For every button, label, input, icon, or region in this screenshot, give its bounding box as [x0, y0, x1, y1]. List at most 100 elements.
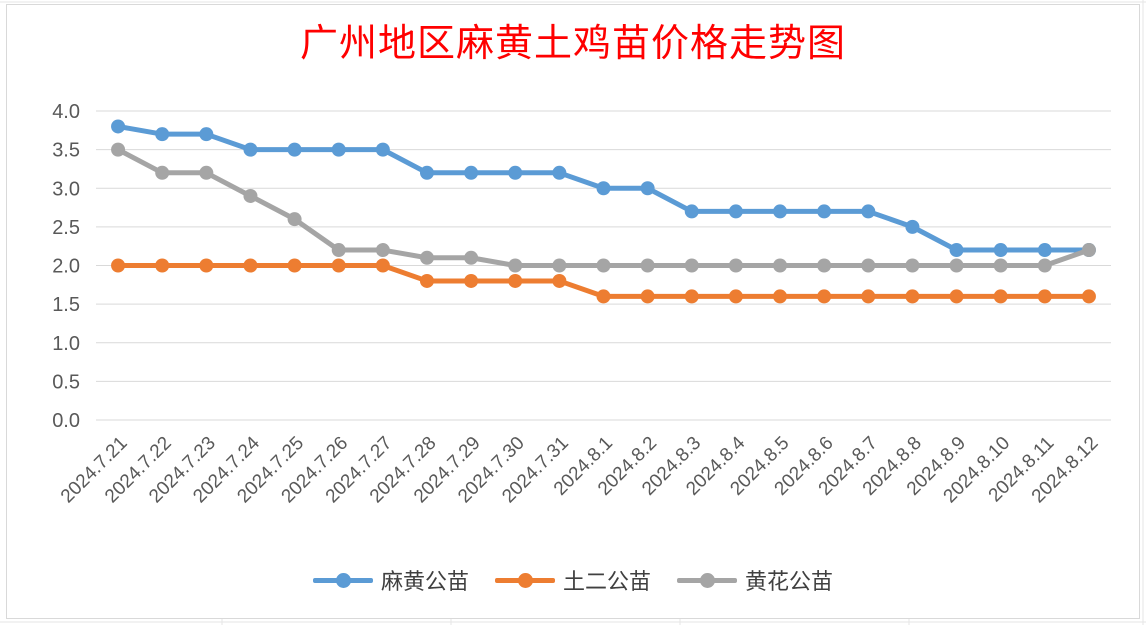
y-tick-label: 2.0 — [52, 256, 80, 278]
data-point[interactable] — [993, 258, 1008, 273]
data-point[interactable] — [861, 204, 876, 219]
legend-label: 麻黄公苗 — [380, 570, 469, 595]
data-point[interactable] — [155, 258, 170, 273]
data-point[interactable] — [1037, 258, 1052, 273]
data-point[interactable] — [111, 258, 126, 273]
y-tick-label: 0.5 — [52, 371, 80, 393]
data-point[interactable] — [640, 289, 655, 304]
data-point[interactable] — [552, 273, 567, 288]
data-point[interactable] — [728, 258, 743, 273]
data-point[interactable] — [596, 258, 611, 273]
data-point[interactable] — [464, 273, 479, 288]
data-point[interactable] — [596, 289, 611, 304]
data-point[interactable] — [243, 142, 258, 157]
data-point[interactable] — [817, 204, 832, 219]
data-point[interactable] — [287, 142, 302, 157]
data-point[interactable] — [949, 258, 964, 273]
data-point[interactable] — [508, 258, 523, 273]
legend-label: 黄花公苗 — [745, 570, 834, 595]
data-point[interactable] — [111, 142, 126, 157]
legend-marker — [335, 573, 351, 588]
x-axis-tick-labels: 2024.7.212024.7.222024.7.232024.7.242024… — [57, 432, 1102, 507]
y-tick-label: 0.0 — [52, 410, 80, 432]
data-point[interactable] — [1081, 289, 1096, 304]
legend-item[interactable]: 麻黄公苗 — [312, 564, 469, 596]
data-point[interactable] — [861, 289, 876, 304]
y-tick-label: 4.0 — [52, 101, 80, 123]
chart-legend: 麻黄公苗 土二公苗 黄花公苗 — [0, 562, 1146, 598]
data-point[interactable] — [684, 258, 699, 273]
data-point[interactable] — [552, 165, 567, 180]
data-point[interactable] — [552, 258, 567, 273]
data-point[interactable] — [331, 243, 346, 258]
data-point[interactable] — [375, 243, 390, 258]
data-point[interactable] — [640, 258, 655, 273]
data-point[interactable] — [375, 142, 390, 157]
series-2 — [111, 258, 1096, 304]
data-point[interactable] — [949, 289, 964, 304]
data-point[interactable] — [243, 258, 258, 273]
y-tick-label: 3.0 — [52, 178, 80, 200]
y-tick-label: 1.5 — [52, 294, 80, 316]
data-point[interactable] — [993, 243, 1008, 258]
data-point[interactable] — [905, 258, 920, 273]
data-point[interactable] — [640, 181, 655, 196]
data-point[interactable] — [287, 212, 302, 227]
data-point[interactable] — [287, 258, 302, 273]
data-point[interactable] — [508, 273, 523, 288]
legend-label: 土二公苗 — [562, 570, 651, 595]
data-point[interactable] — [464, 250, 479, 265]
data-point[interactable] — [1081, 243, 1096, 258]
data-point[interactable] — [905, 289, 920, 304]
series-3 — [111, 142, 1096, 273]
data-point[interactable] — [684, 289, 699, 304]
data-point[interactable] — [508, 165, 523, 180]
data-point[interactable] — [773, 204, 788, 219]
data-point[interactable] — [419, 250, 434, 265]
y-axis-tick-labels: 0.0 0.5 1.0 1.5 2.0 2.5 3.0 3.5 4.0 — [52, 101, 80, 432]
data-point[interactable] — [773, 258, 788, 273]
data-point[interactable] — [331, 258, 346, 273]
data-point[interactable] — [993, 289, 1008, 304]
chart-area[interactable] — [6, 4, 1140, 619]
data-point[interactable] — [464, 165, 479, 180]
data-point[interactable] — [817, 289, 832, 304]
data-point[interactable] — [419, 165, 434, 180]
data-point[interactable] — [905, 219, 920, 234]
data-point[interactable] — [419, 273, 434, 288]
data-point[interactable] — [728, 289, 743, 304]
data-point[interactable] — [596, 181, 611, 196]
data-point[interactable] — [773, 289, 788, 304]
data-point[interactable] — [1037, 289, 1052, 304]
legend-marker — [517, 573, 533, 588]
data-point[interactable] — [155, 127, 170, 142]
data-point[interactable] — [199, 258, 214, 273]
data-point[interactable] — [949, 243, 964, 258]
data-point[interactable] — [199, 127, 214, 142]
data-point[interactable] — [684, 204, 699, 219]
y-tick-label: 3.5 — [52, 140, 80, 162]
data-point[interactable] — [375, 258, 390, 273]
data-point[interactable] — [331, 142, 346, 157]
data-point[interactable] — [155, 165, 170, 180]
legend-swatch — [494, 570, 555, 590]
data-point[interactable] — [817, 258, 832, 273]
legend-swatch — [677, 570, 737, 590]
legend-marker — [700, 573, 715, 588]
data-point[interactable] — [728, 204, 743, 219]
data-point[interactable] — [111, 119, 126, 134]
series-line — [115, 147, 1092, 268]
y-tick-label: 1.0 — [52, 333, 80, 355]
data-point[interactable] — [243, 188, 258, 203]
data-point[interactable] — [861, 258, 876, 273]
data-point[interactable] — [199, 165, 214, 180]
y-tick-label: 2.5 — [52, 217, 80, 239]
legend-item[interactable]: 土二公苗 — [494, 564, 651, 596]
legend-item[interactable]: 黄花公苗 — [677, 564, 833, 596]
data-point[interactable] — [1037, 243, 1052, 258]
legend-swatch — [312, 570, 373, 590]
chart-title: 广州地区麻黄土鸡苗价格走势图 — [299, 21, 846, 65]
series-layer — [111, 119, 1096, 304]
